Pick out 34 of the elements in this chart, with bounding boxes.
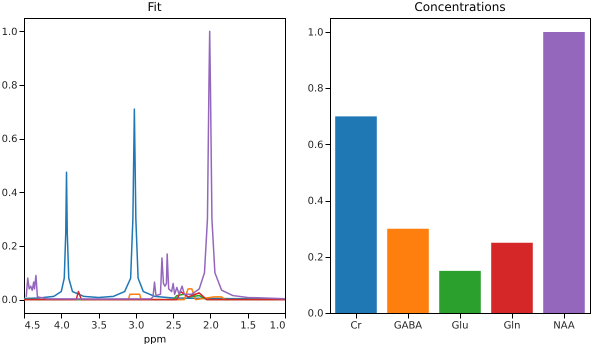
bar (387, 228, 429, 313)
x-tick-label: 2.0 (202, 320, 219, 332)
x-tick-label: GABA (394, 320, 422, 332)
bar (543, 32, 585, 313)
x-tick-label: 3.0 (128, 320, 144, 332)
y-tick-label: 0.0 (308, 308, 324, 320)
y-tick-label: 0.2 (308, 252, 324, 264)
bar (491, 242, 533, 313)
y-tick-label: 0.6 (308, 140, 324, 151)
x-tick-label: Cr (350, 320, 362, 332)
y-tick-label: 1.0 (308, 28, 324, 39)
x-tick-label: Gln (504, 320, 520, 332)
x-tick-label: NAA (553, 320, 575, 332)
y-tick-label: 0.8 (308, 84, 324, 95)
bar (335, 116, 377, 313)
line-series (25, 30, 285, 300)
y-tick-label: 0.4 (2, 188, 18, 199)
x-tick-label: 4.0 (54, 320, 70, 332)
y-tick-label: 0.6 (2, 134, 18, 146)
y-tick-label: 0.4 (308, 196, 324, 208)
x-tick-label: 1.0 (270, 320, 286, 332)
x-tick-label: Glu (452, 320, 468, 332)
x-tick-label: 3.5 (91, 320, 108, 332)
chart-title: Fit (147, 0, 162, 14)
chart-title: Concentrations (414, 0, 506, 14)
bar (439, 270, 481, 313)
line-series (24, 290, 285, 300)
y-tick-label: 0.0 (2, 295, 18, 306)
y-tick-label: 0.2 (2, 241, 18, 252)
x-tick-label: 2.5 (166, 320, 182, 332)
x-tick-label: 1.5 (240, 320, 256, 332)
y-tick-label: 0.8 (2, 80, 18, 92)
x-tick-label: 4.5 (24, 320, 40, 332)
y-tick-label: 1.0 (2, 26, 18, 38)
